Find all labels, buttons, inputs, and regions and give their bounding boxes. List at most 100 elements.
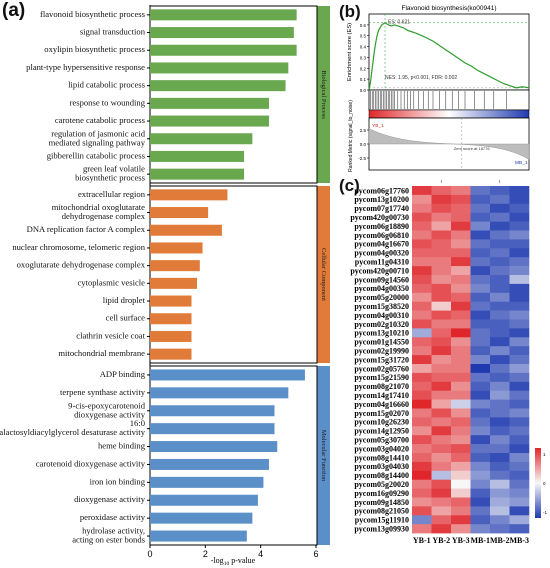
heatmap-cell	[490, 515, 510, 525]
heatmap-cell	[412, 399, 432, 409]
bar	[150, 44, 297, 56]
heatmap-cell	[470, 275, 491, 285]
heatmap-cell	[470, 248, 491, 258]
heatmap-legend-bar	[535, 448, 541, 518]
heatmap-cell	[470, 372, 491, 383]
heatmap-cell	[412, 470, 432, 480]
row-label: pycom04g00310	[354, 311, 409, 320]
row-label: pycom05g20000	[354, 293, 409, 302]
group-frame	[149, 365, 318, 546]
heatmap-cell	[490, 364, 510, 374]
heatmap-cell	[451, 346, 471, 356]
category-label: terpene synthase activity	[60, 387, 146, 397]
heatmap-cell	[412, 203, 432, 213]
heatmap-cell	[431, 257, 452, 267]
heatmap-cell	[412, 444, 432, 454]
category-label: clathrin vesicle coat	[76, 330, 145, 340]
heatmap-cell	[451, 194, 471, 205]
heatmap-cell	[451, 283, 471, 294]
heatmap-cell	[490, 346, 510, 356]
heatmap-cell	[451, 497, 471, 507]
heatmap-cell	[490, 212, 510, 222]
heatmap-cell	[470, 194, 491, 205]
heatmap-cell	[509, 239, 530, 249]
bar	[150, 207, 209, 219]
category-label: flavonoid biosynthetic process	[40, 9, 146, 19]
heatmap-cell	[509, 283, 530, 294]
row-label: pycom05g30700	[354, 435, 409, 444]
heatmap-cell	[451, 292, 471, 302]
legend-tick-label: 0	[543, 481, 546, 486]
row-label: pycom02g19990	[354, 346, 409, 355]
heatmap-cell	[451, 488, 471, 498]
heatmap-cell	[451, 203, 471, 213]
heatmap-cell	[431, 506, 452, 516]
heatmap-cell	[509, 194, 530, 205]
heatmap-cell	[509, 319, 530, 329]
heatmap-cell	[490, 524, 510, 534]
heatmap-cell	[509, 310, 530, 320]
panel-b-label: (b)	[339, 2, 361, 21]
bar	[150, 115, 269, 127]
row-label: pycom13g10210	[354, 329, 409, 338]
heatmap-cell	[451, 426, 471, 436]
heatmap-cell	[490, 426, 510, 436]
heatmap-cell	[470, 488, 491, 498]
column-label: MB-1	[470, 536, 490, 545]
heatmap-cell	[431, 479, 452, 489]
column-label: YB-2	[432, 536, 450, 545]
gsea-title: Flavonoid biosynthesis(ko00941)	[401, 5, 496, 12]
row-label: pycom16g09290	[354, 489, 409, 498]
heatmap-cell	[412, 372, 432, 383]
group-label: Biological Process	[320, 70, 327, 119]
category-label: oxoglutarate dehydrogenase complex	[17, 260, 146, 270]
metric-pos-label: YB_1	[372, 123, 384, 129]
row-label: pycom11g04310	[355, 257, 409, 266]
row-label: pycom15g38520	[354, 302, 409, 311]
row-label: pycom06g06810	[354, 231, 409, 240]
metric-area	[368, 128, 530, 160]
heatmap-cell	[490, 186, 510, 196]
heatmap-cell	[451, 435, 471, 445]
bar	[150, 441, 278, 453]
heatmap-cell	[431, 488, 452, 498]
heatmap-cell	[490, 337, 510, 347]
row-label: pycom02g10320	[354, 320, 409, 329]
row-label: pycom04g00320	[354, 249, 409, 258]
bar	[150, 133, 253, 145]
heatmap-cell	[431, 515, 452, 525]
heatmap-cell	[451, 328, 471, 338]
heatmap-cell	[451, 399, 471, 409]
heatmap-cell	[490, 239, 510, 249]
row-label: pycom420g00730	[350, 213, 409, 222]
heatmap-cell	[431, 453, 452, 463]
expression-heatmap: pycom06g17760pycom13g10200pycom07g17740p…	[350, 180, 547, 545]
heatmap-cell	[451, 301, 471, 311]
heatmap-cell	[509, 221, 530, 231]
category-label: response to wounding	[70, 97, 146, 107]
row-label: pycom04g16660	[354, 400, 409, 409]
heatmap-cell	[470, 453, 491, 463]
rank-color-bar	[368, 109, 530, 119]
heatmap-cell	[490, 230, 510, 240]
heatmap-cell	[431, 221, 452, 231]
heatmap-cell	[509, 337, 530, 347]
heatmap-cell	[490, 506, 510, 516]
bar	[150, 295, 192, 307]
group-frame	[149, 185, 318, 364]
heatmap-cell	[431, 186, 452, 196]
row-label: pycom15g02070	[354, 409, 409, 418]
row-label: pycom09g14850	[354, 498, 409, 507]
row-label: pycom08g14400	[354, 471, 409, 480]
heatmap-cell	[470, 444, 491, 454]
heatmap-cell	[431, 346, 452, 356]
heatmap-cell	[470, 328, 491, 338]
es-y-tick-label: 0.0	[360, 88, 367, 93]
bar	[150, 313, 192, 325]
heatmap-cell	[431, 239, 452, 249]
heatmap-cell	[509, 230, 530, 240]
row-label: pycom07g17740	[354, 204, 409, 213]
heatmap-cell	[451, 408, 471, 418]
row-label: pycom02g05760	[354, 364, 409, 373]
category-label: 9-cis-epoxycarotenoid dioxygenase activit…	[68, 400, 146, 419]
